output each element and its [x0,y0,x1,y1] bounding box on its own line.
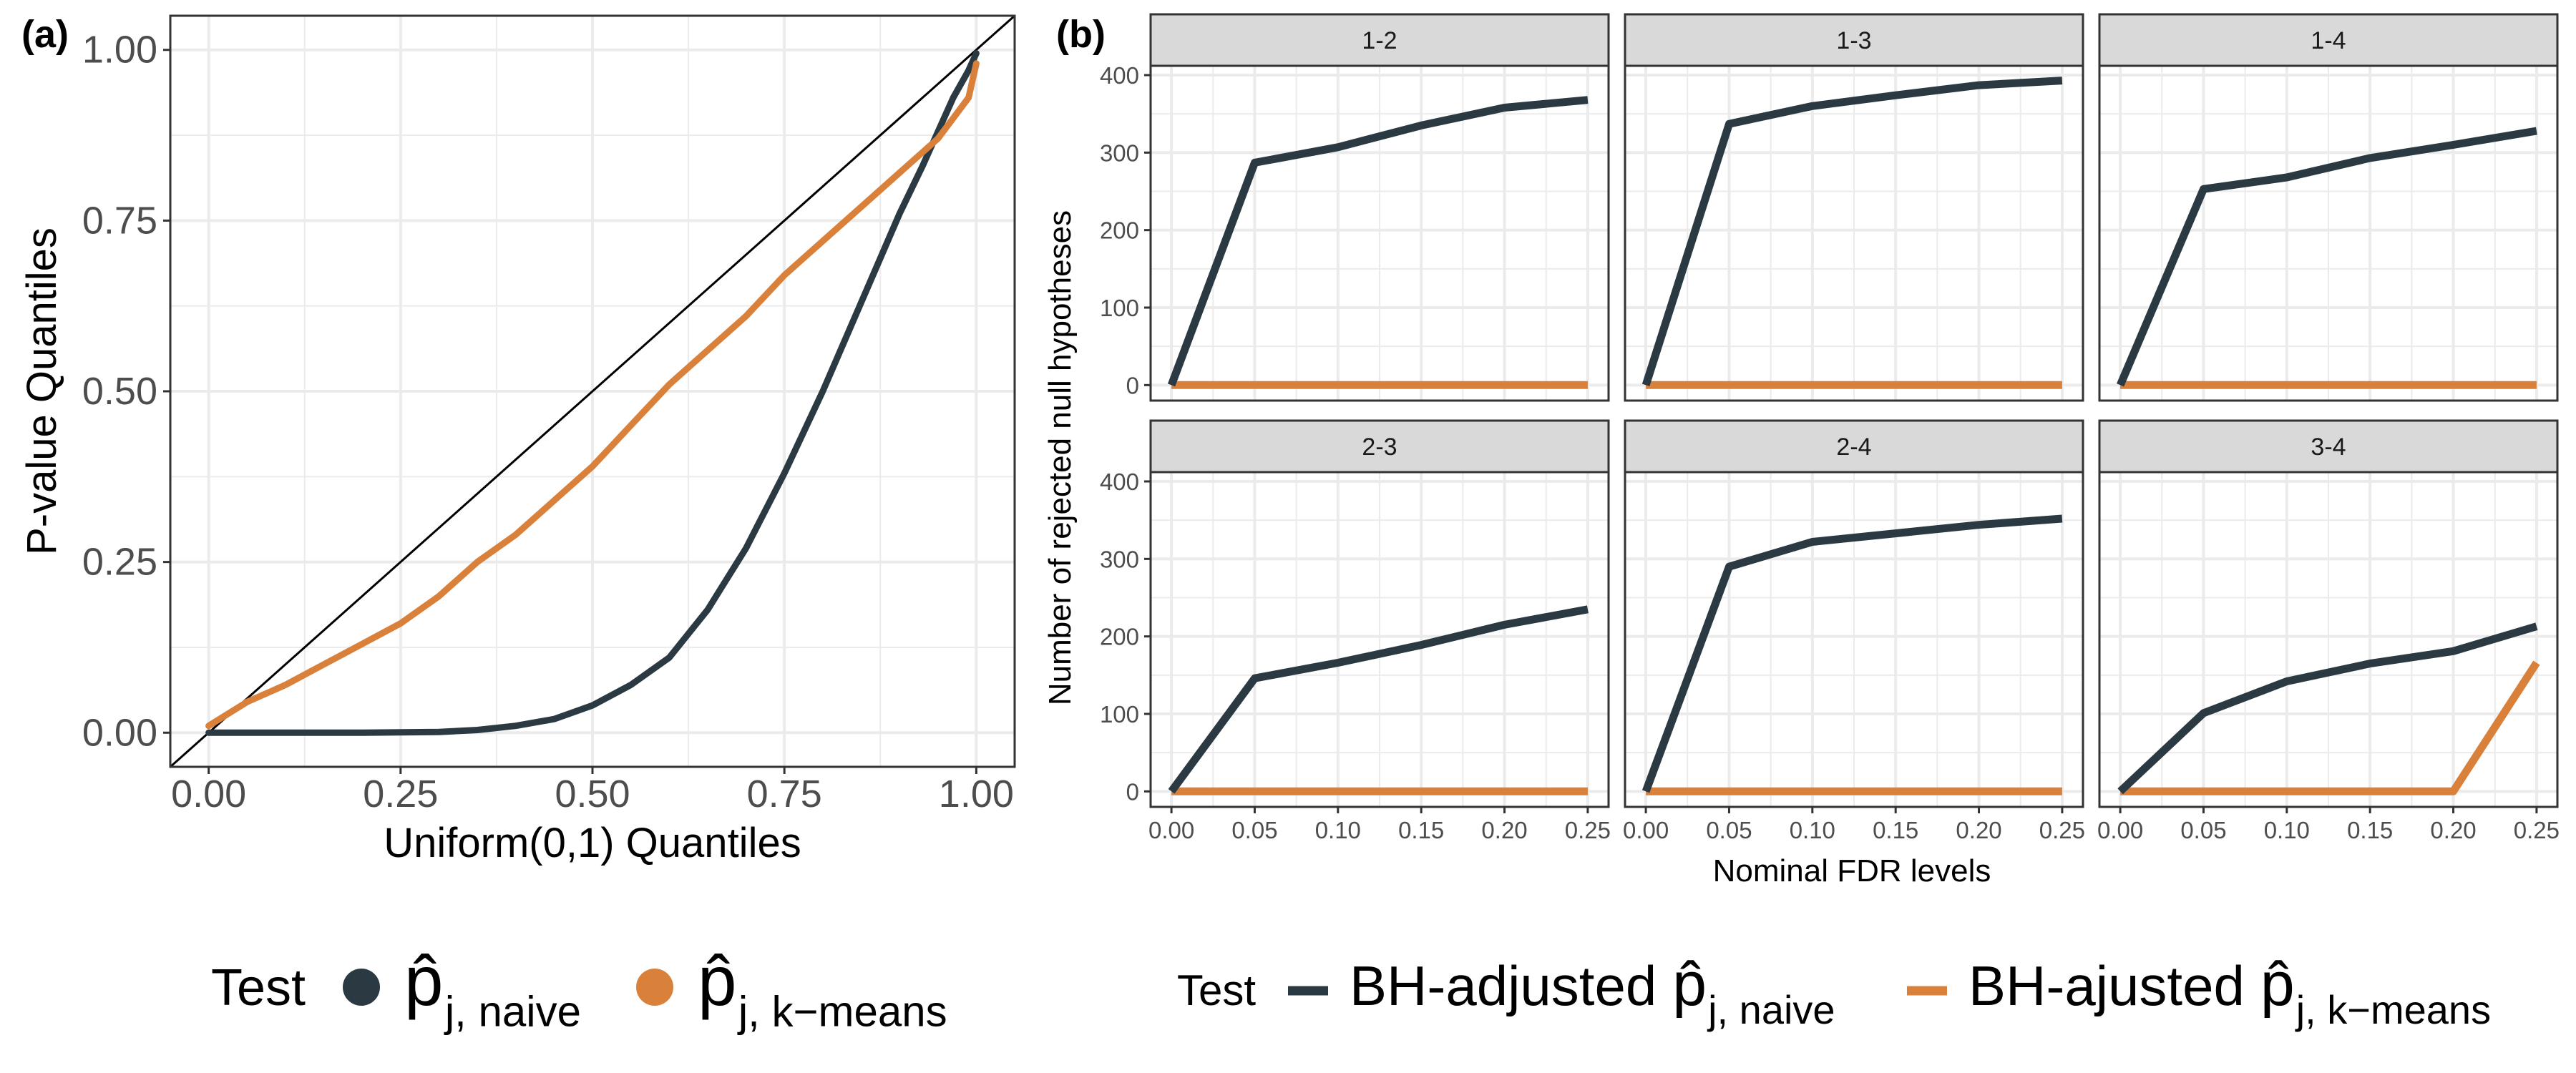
y-tick-label: 100 [1100,295,1139,321]
x-tick-label: 0.05 [1706,817,1752,843]
facet-1-2: 1-2 0 100 200 300 400 [1100,13,1610,402]
y-tick-label: 1.00 [82,29,157,72]
y-tick-label: 400 [1100,62,1139,89]
y-tick-label: 400 [1100,469,1139,495]
y-tick-label: 0.25 [82,541,157,584]
facet-strip [1624,419,2084,474]
legend-key-naive [343,969,380,1006]
facet-strip-label: 1-4 [2311,27,2346,54]
y-axis-label: Number of rejected null hypotheses [1043,210,1078,705]
x-tick-label: 0.10 [1315,817,1361,843]
series-line-naive [1641,77,2063,386]
facet-frame [2098,64,2559,402]
facet-frame [1624,471,2084,808]
series-line-naive [2117,127,2537,387]
series-line-kmeans [205,60,980,730]
legend-key-kmeans [636,969,673,1006]
x-tick-label: 0.20 [1481,817,1527,843]
x-tick-label: 0.00 [1148,817,1194,843]
y-tick-label: 0.50 [82,370,157,413]
x-tick-label: 0.50 [555,773,630,815]
facet-strip-label: 3-4 [2311,433,2346,461]
y-tick-label: 0 [1126,372,1139,398]
legend-symbol: p̂ [2260,950,2295,1019]
panel-a: 0.00 0.25 0.50 0.75 1.00 0.00 0.25 0.50 0.75 1.00… [19,13,1016,866]
reference-line [170,14,1015,768]
legend-b: Test BH-adjusted p̂ j, naive BH-ajusted p̂ j, … [1177,950,2491,1032]
y-tick-label: 200 [1100,217,1139,244]
facet-3-4: 3-4 0.00 0.05 0.10 0.15 0.20 0.25 [2097,419,2560,843]
panel-b: (b) 1-2 0 100 200 300 400 1-3 1-4 2-3 0.00 0.05 0.10… [1043,13,2560,888]
series-line-naive [1167,96,1589,387]
facet-strip-label: 2-4 [1836,433,1871,461]
y-tick-label: 200 [1100,624,1139,650]
y-tick-label: 0.75 [82,199,157,242]
facet-frame [1624,64,2084,402]
y-tick-label: 300 [1100,546,1139,572]
panel-label-b: (b) [1056,13,1106,56]
x-tick-label: 1.00 [939,773,1014,815]
x-tick-label: 0.05 [2180,817,2226,843]
x-tick-label: 0.00 [1623,817,1669,843]
facet-strip-label: 2-3 [1362,433,1397,461]
facet-2-4: 2-4 0.00 0.05 0.10 0.15 0.20 0.25 [1623,419,2085,843]
legend-symbol: p̂ [1672,950,1707,1019]
y-tick-label: 100 [1100,701,1139,727]
x-tick-label: 0.25 [2039,817,2085,843]
x-tick-label: 0.15 [1873,817,1918,843]
legend-subscript: j, k−means [737,987,947,1035]
legend-symbol: p̂ [698,941,737,1020]
legend-title: Test [1177,966,1256,1014]
x-tick-label: 0.10 [2264,817,2310,843]
x-tick-label: 0.25 [2514,817,2560,843]
facet-strip-label: 1-2 [1362,27,1397,54]
x-tick-label: 0.00 [171,773,246,815]
x-tick-label: 0.75 [747,773,822,815]
legend-label: BH-adjusted [1350,954,1657,1017]
panel-frame [169,14,1016,768]
legend-symbol: p̂ [404,941,444,1020]
x-tick-label: 0.05 [1231,817,1277,843]
legend-title: Test [211,959,306,1016]
panel-label-a: (a) [21,13,69,56]
facet-1-4: 1-4 [2098,13,2559,402]
x-axis-label: Nominal FDR levels [1713,853,1991,888]
y-tick-label: 0.00 [82,711,157,754]
y-axis-label: P-value Quantiles [19,227,65,555]
legend-subscript: j, k−means [2295,987,2491,1032]
series-line-naive [1641,514,2063,793]
legend-subscript: j, naive [444,987,581,1035]
facet-frame [1149,64,1610,402]
x-tick-label: 0.25 [363,773,438,815]
x-axis-label: Uniform(0,1) Quantiles [384,820,801,866]
facet-1-3: 1-3 [1624,13,2084,402]
x-tick-label: 0.15 [2347,817,2393,843]
x-tick-label: 0.00 [2097,817,2143,843]
legend-label: BH-ajusted [1968,954,2245,1017]
facet-strip [1149,419,1610,474]
x-tick-label: 0.10 [1790,817,1835,843]
y-tick-label: 300 [1100,139,1139,166]
facet-2-3: 2-3 0.00 0.05 0.10 0.15 0.20 0.25 0 100 200 300 400 [1100,419,1611,843]
facet-strip [1149,13,1610,67]
facet-frame [1149,471,1610,808]
x-tick-label: 0.15 [1398,817,1444,843]
facet-strip [2098,13,2559,67]
series-line-naive [1168,605,1589,794]
x-tick-label: 0.25 [1565,817,1611,843]
legend-a: Test p̂ j, naive p̂ j, k−means [211,941,947,1035]
y-tick-label: 0 [1126,778,1139,805]
x-tick-label: 0.20 [2430,817,2476,843]
x-tick-label: 0.20 [1956,817,2001,843]
facet-strip [1624,13,2084,67]
facet-strip-label: 1-3 [1836,27,1871,54]
series-line-naive [2117,622,2538,795]
legend-subscript: j, naive [1707,987,1835,1032]
series-line-kmeans [2120,660,2540,795]
facet-frame [2098,471,2559,808]
